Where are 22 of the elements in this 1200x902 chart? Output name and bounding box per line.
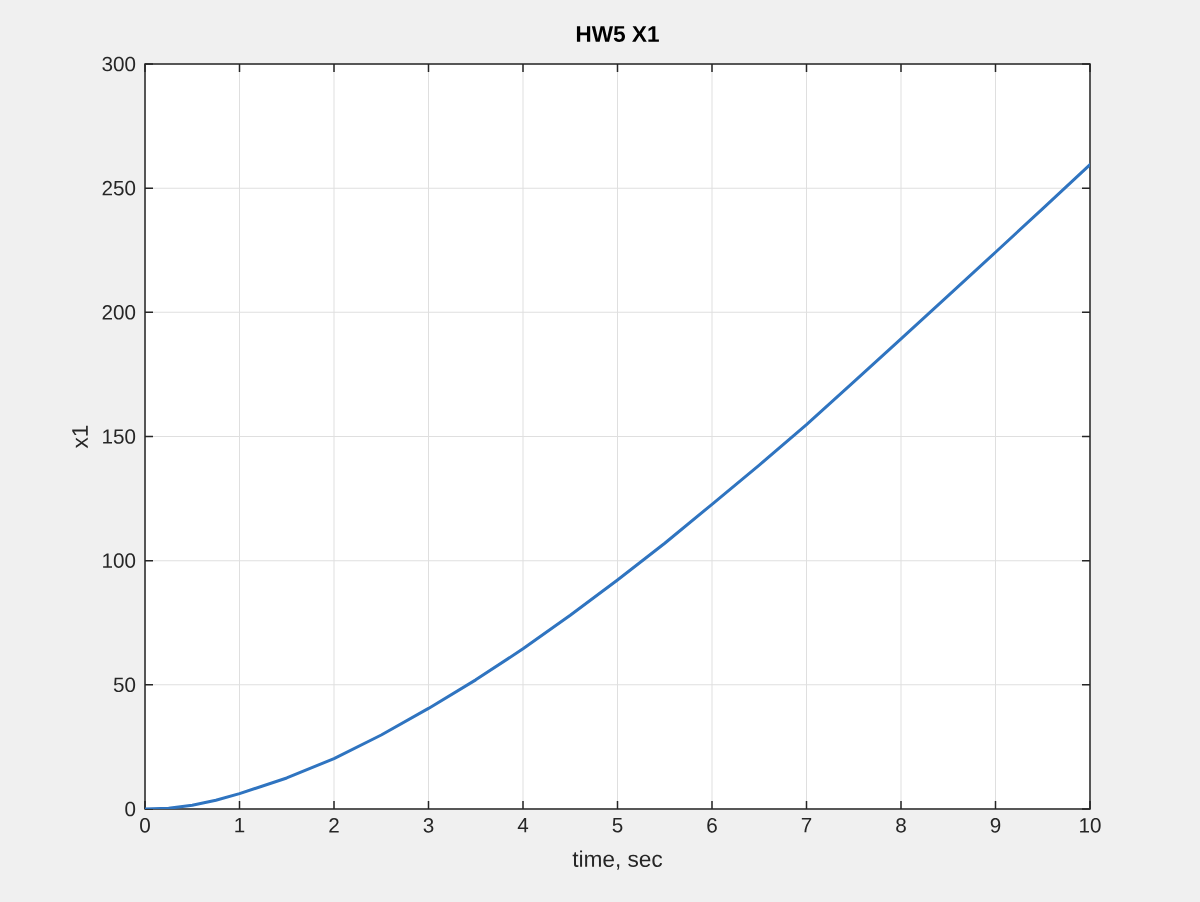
x-tick-label: 1 (235, 818, 245, 833)
x-axis-title: time, sec (572, 850, 663, 870)
y-tick-label: 100 (103, 553, 136, 568)
y-tick-label: 50 (113, 677, 136, 693)
line-series (145, 163, 1090, 809)
x-tick-label: 9 (990, 818, 1001, 833)
y-tick-label: 0 (125, 801, 136, 817)
x-tick-label: 3 (423, 818, 434, 833)
x-tick-label: 0 (140, 818, 150, 833)
y-tick-label: 250 (102, 180, 136, 196)
y-tick-label: 200 (102, 305, 136, 320)
x-tick-label: 6 (707, 818, 717, 833)
y-tick-label: 150 (103, 429, 136, 444)
x-tick-label: 7 (801, 818, 812, 833)
x-tick-label: 10 (1080, 818, 1101, 833)
x-tick-label: 2 (329, 818, 339, 833)
x-tick-label: 4 (517, 818, 529, 833)
x-tick-label: 8 (896, 818, 906, 833)
y-axis-title: x1 (72, 425, 88, 449)
y-tick-label: 300 (102, 56, 136, 72)
chart-title: HW5 X1 (576, 26, 659, 43)
x-tick-label: 5 (612, 818, 623, 833)
